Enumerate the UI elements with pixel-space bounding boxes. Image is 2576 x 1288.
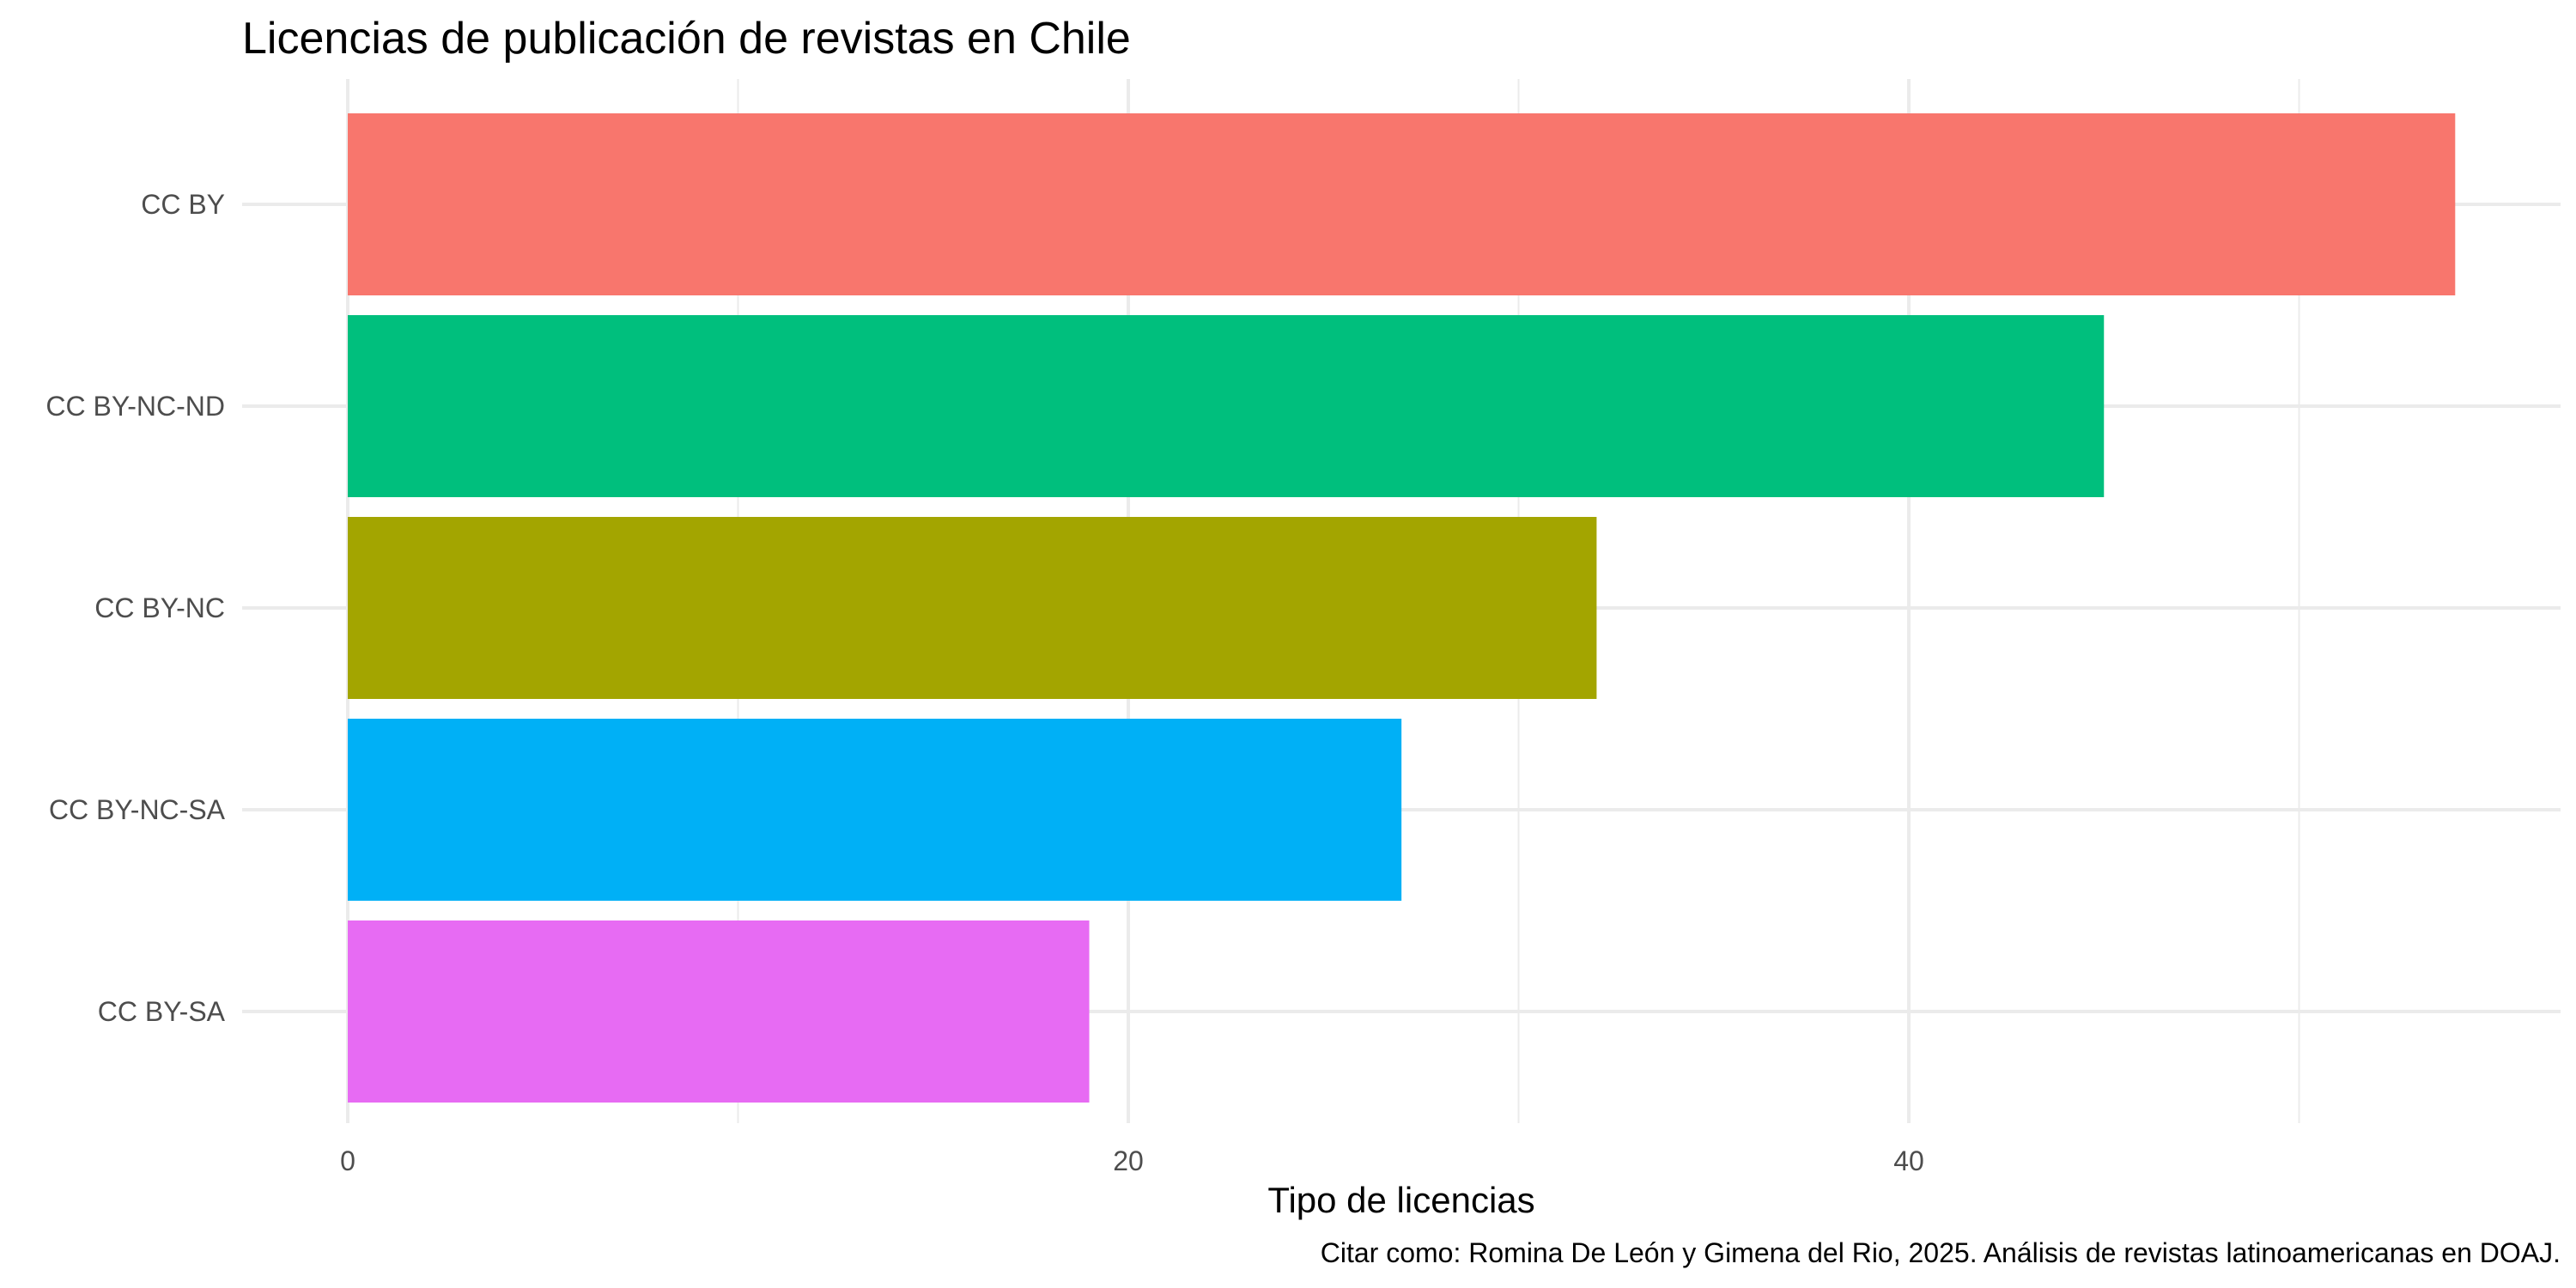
x-tick-label: 0 (340, 1145, 355, 1176)
chart-title: Licencias de publicación de revistas en … (242, 14, 1131, 64)
bars (348, 113, 2456, 1103)
x-axis-title: Tipo de licencias (1267, 1180, 1534, 1220)
y-tick-label: CC BY-NC-SA (49, 794, 226, 825)
x-tick-labels: 0 20 40 (340, 1145, 1924, 1176)
x-tick-label: 20 (1113, 1145, 1144, 1176)
y-tick-labels: CC BY CC BY-NC-ND CC BY-NC CC BY-NC-SA CC BY… (46, 189, 225, 1027)
y-tick-label: CC BY (141, 189, 225, 220)
bar-cc-by-nc (348, 517, 1597, 699)
bar-cc-by-nc-sa (348, 719, 1402, 901)
bar-cc-by-sa (348, 920, 1090, 1103)
chart-caption: Citar como: Romina De León y Gimena del … (1321, 1237, 2561, 1268)
bar-cc-by-nc-nd (348, 315, 2105, 497)
x-tick-label: 40 (1893, 1145, 1924, 1176)
bar-cc-by (348, 113, 2456, 295)
y-tick-label: CC BY-NC-ND (46, 391, 225, 422)
y-tick-label: CC BY-SA (98, 996, 226, 1027)
y-tick-label: CC BY-NC (94, 592, 225, 623)
